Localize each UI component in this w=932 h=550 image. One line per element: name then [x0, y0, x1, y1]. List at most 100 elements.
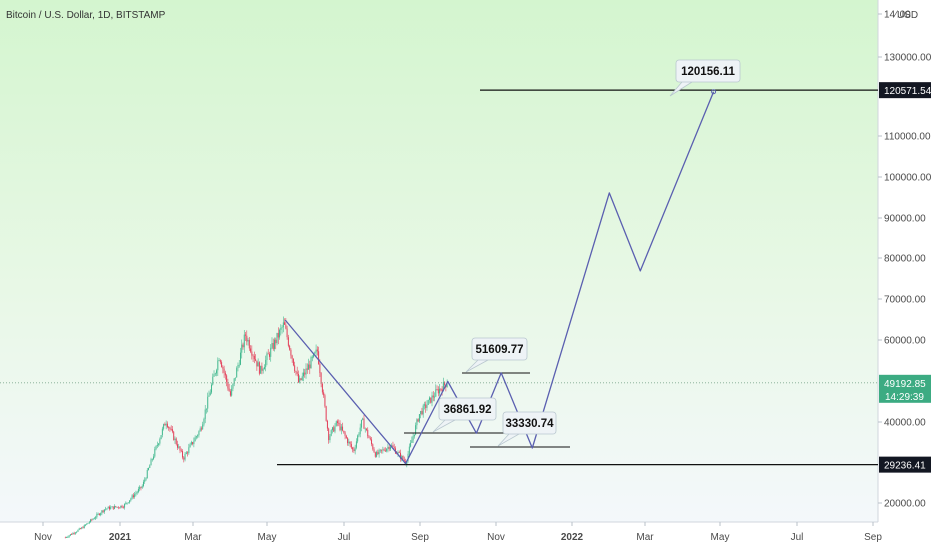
- candle-body: [347, 438, 349, 444]
- candle-body: [226, 375, 228, 382]
- candle-body: [176, 444, 178, 448]
- callout-label[interactable]: 120156.11: [681, 66, 735, 78]
- current-price-tag: [879, 374, 931, 403]
- candle-body: [426, 404, 428, 408]
- candle-body: [319, 363, 321, 374]
- candle-body: [248, 339, 250, 349]
- x-tick-label: Sep: [411, 532, 429, 543]
- candle-body: [112, 506, 114, 509]
- candle-body: [175, 438, 177, 445]
- candle-body: [287, 337, 289, 346]
- candle-body: [156, 444, 158, 446]
- candle-body: [131, 495, 133, 499]
- projection-layer: [284, 89, 717, 465]
- candle-body: [422, 405, 424, 415]
- candle-body: [440, 388, 442, 390]
- y-tick-label: 90000.00: [884, 214, 926, 225]
- candle-body: [439, 388, 441, 394]
- candle-body: [193, 441, 195, 445]
- callout-label[interactable]: 36861.92: [444, 404, 492, 416]
- candle-body: [325, 406, 327, 421]
- candle-body: [444, 382, 446, 385]
- candles-layer: [64, 316, 448, 539]
- projection-endpoint: [711, 89, 717, 95]
- callout-label[interactable]: 33330.74: [506, 418, 555, 430]
- candle-body: [434, 396, 436, 398]
- symbol-title[interactable]: Bitcoin / U.S. Dollar, 1D, BITSTAMP: [6, 10, 166, 21]
- candle-body: [368, 436, 370, 439]
- candle-body: [301, 376, 303, 380]
- candle-body: [140, 486, 142, 488]
- candle-body: [192, 442, 194, 444]
- candle-body: [93, 518, 95, 520]
- candle-body: [330, 430, 332, 436]
- candle-body: [110, 507, 112, 510]
- candle-body: [364, 428, 366, 430]
- candle-body: [392, 445, 394, 447]
- candle-body: [103, 509, 105, 512]
- candle-body: [219, 360, 221, 363]
- candle-body: [149, 465, 151, 468]
- candle-body: [217, 360, 219, 371]
- candle-body: [203, 419, 205, 425]
- y-tick-label: 40000.00: [884, 418, 926, 429]
- candle-body: [241, 344, 243, 353]
- candle-body: [401, 456, 403, 459]
- x-tick-label: May: [258, 532, 277, 543]
- candle-body: [292, 358, 294, 366]
- candle-body: [222, 367, 224, 369]
- candle-body: [305, 368, 307, 375]
- candle-body: [183, 457, 185, 460]
- candle-body: [90, 519, 92, 523]
- candle-body: [97, 513, 99, 515]
- candle-body: [164, 424, 166, 426]
- candle-body: [299, 378, 301, 383]
- candle-body: [255, 359, 257, 361]
- candle-body: [202, 424, 204, 430]
- candle-body: [420, 411, 422, 415]
- candle-body: [354, 447, 356, 451]
- candle-body: [334, 425, 336, 432]
- candle-body: [117, 506, 119, 508]
- price-tag-label: 120571.54: [884, 86, 932, 97]
- candle-body: [276, 332, 278, 344]
- candle-body: [362, 418, 364, 420]
- candle-body: [237, 365, 239, 369]
- candle-body: [113, 506, 115, 509]
- candle-body: [83, 525, 85, 529]
- candle-body: [232, 383, 234, 389]
- candle-body: [85, 524, 87, 526]
- candle-body: [150, 459, 152, 466]
- candle-body: [371, 439, 373, 445]
- candle-body: [413, 434, 415, 437]
- candle-body: [393, 446, 395, 449]
- currency-label[interactable]: USD: [897, 10, 918, 21]
- candle-body: [262, 369, 264, 371]
- candle-body: [407, 453, 409, 461]
- candle-body: [190, 442, 192, 445]
- candle-body: [310, 357, 312, 369]
- candle-body: [139, 486, 141, 489]
- candle-body: [136, 491, 138, 494]
- price-axis[interactable]: 14⁄.00 130000.00 110000.00 100000.00 90000.0…: [878, 10, 932, 510]
- candle-body: [268, 353, 270, 357]
- candle-body: [425, 404, 427, 408]
- candle-body: [108, 506, 110, 510]
- callout-label[interactable]: 51609.77: [476, 344, 524, 356]
- candle-body: [441, 389, 443, 392]
- candle-body: [69, 534, 71, 536]
- time-axis[interactable]: Nov 2021 Mar May Jul Sep Nov 2022 Mar May Jul Sep: [34, 522, 882, 543]
- candle-body: [400, 452, 402, 459]
- candle-body: [73, 533, 75, 534]
- candle-body: [277, 332, 279, 338]
- candle-body: [345, 435, 347, 439]
- candle-body: [233, 378, 235, 384]
- candle-body: [324, 395, 326, 407]
- candle-body: [102, 510, 104, 512]
- candle-body: [111, 506, 113, 508]
- candle-body: [446, 384, 448, 387]
- candle-body: [436, 389, 438, 391]
- candle-body: [339, 423, 341, 431]
- candle-body: [187, 452, 189, 454]
